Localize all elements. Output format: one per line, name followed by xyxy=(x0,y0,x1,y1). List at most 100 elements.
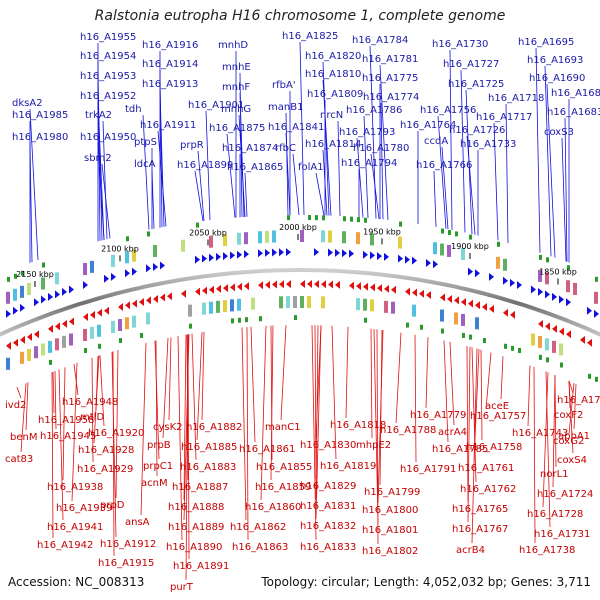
plus-feature-block xyxy=(461,247,465,260)
plus-gene-label: h16_A1914 xyxy=(142,59,198,70)
plus-strand-gene xyxy=(83,280,88,289)
minus-strand-gene xyxy=(300,280,305,288)
plus-strand-gene xyxy=(370,251,375,260)
minus-gene-label: h16_A1779 xyxy=(410,410,466,421)
plus-gene-label: h16_A1911 xyxy=(140,120,196,131)
minus-label-leader xyxy=(71,362,78,502)
minus-marker xyxy=(119,338,122,344)
minus-strand-gene xyxy=(265,280,270,289)
plus-label-leader xyxy=(194,170,204,222)
minus-label-leader xyxy=(443,340,449,443)
plus-gene-label: h16_A1809 xyxy=(307,89,363,100)
plus-feature-block xyxy=(538,269,542,282)
plus-strand-gene xyxy=(237,250,242,259)
minus-gene-label: h16_A1882 xyxy=(186,422,242,433)
plus-gene-label: mnhD xyxy=(218,40,248,51)
minus-label-leader xyxy=(168,337,172,421)
minus-strand-gene xyxy=(356,282,361,291)
minus-marker xyxy=(546,357,549,363)
minus-gene-label: h16_A1731 xyxy=(534,529,590,540)
minus-marker xyxy=(483,338,486,344)
plus-gene-label: h16_A1756 xyxy=(420,105,476,116)
minus-gene-label: h16_A1758 xyxy=(466,442,522,453)
minus-strand-gene xyxy=(13,338,18,347)
plus-strand-gene xyxy=(398,254,403,263)
minus-gene-label: h16_A1831 xyxy=(300,501,356,512)
plus-strand-gene xyxy=(286,248,291,257)
minus-gene-label: h16_A1942 xyxy=(37,540,93,551)
minus-gene-label: coxS4 xyxy=(557,455,587,466)
scale-tick-label: 2050 kbp xyxy=(189,229,227,238)
minus-strand-gene xyxy=(440,293,445,302)
minus-strand-gene xyxy=(223,284,228,293)
minus-strand-gene xyxy=(461,297,466,306)
minus-strand-gene xyxy=(202,286,207,295)
plus-feature-block xyxy=(90,260,94,273)
plus-label-leader xyxy=(102,120,108,240)
minus-strand-gene xyxy=(307,280,312,289)
plus-gene-label: h16_A1693 xyxy=(527,55,583,66)
minus-feature-block xyxy=(230,299,234,312)
plus-strand-gene xyxy=(230,251,235,260)
minus-label-leader xyxy=(573,383,577,430)
minus-label-leader xyxy=(191,333,197,461)
plus-label-leader xyxy=(546,83,556,258)
minus-strand-gene xyxy=(566,330,571,339)
minus-gene-label: h16_A1833 xyxy=(300,542,356,553)
minus-gene-label: h16_A1767 xyxy=(452,524,508,535)
plus-feature-block xyxy=(503,258,507,271)
minus-label-leader xyxy=(58,369,64,521)
minus-gene-label: h16_A1863 xyxy=(232,542,288,553)
minus-label-leader xyxy=(395,332,402,424)
minus-feature-block xyxy=(125,317,129,330)
minus-gene-label: ansA xyxy=(125,517,150,528)
plus-marker xyxy=(399,221,402,227)
minus-gene-label: h16_A1891 xyxy=(173,561,229,572)
plus-feature-block xyxy=(573,282,577,295)
minus-marker xyxy=(406,322,409,328)
plus-feature-block xyxy=(6,291,10,304)
minus-strand-gene xyxy=(160,293,165,302)
minus-label-leader xyxy=(155,340,158,477)
minus-strand-gene xyxy=(503,308,508,317)
plus-feature-block xyxy=(433,242,437,255)
topology-text: Topology: circular; Length: 4,052,032 bp… xyxy=(261,575,591,589)
plus-label-leader xyxy=(433,170,437,227)
plus-marker xyxy=(546,257,549,263)
plus-gene-label: ptpS xyxy=(134,137,157,148)
minus-gene-label: h16_A1885 xyxy=(181,442,237,453)
plus-feature-block xyxy=(83,262,87,275)
minus-gene-label: h16_A1830 xyxy=(300,440,356,451)
minus-gene-label: aceE xyxy=(485,401,509,412)
plus-strand-gene xyxy=(405,255,410,264)
minus-marker xyxy=(504,343,507,349)
plus-strand-gene xyxy=(545,290,550,299)
minus-marker xyxy=(245,317,248,323)
minus-gene-label: mtlD xyxy=(80,412,104,423)
minus-label-leader xyxy=(568,380,574,454)
minus-gene-label: h16_A1912 xyxy=(100,539,156,550)
minus-feature-block xyxy=(384,300,388,313)
plus-strand-gene xyxy=(104,274,109,283)
plus-gene-label: h16_A1875 xyxy=(209,123,265,134)
plus-feature-block xyxy=(55,272,59,285)
minus-strand-gene xyxy=(426,290,431,299)
plus-label-leader xyxy=(437,115,447,229)
plus-strand-gene xyxy=(244,250,249,259)
minus-strand-gene xyxy=(244,282,249,291)
plus-gene-label: h16_A1725 xyxy=(448,79,504,90)
plus-gene-label: rfbC xyxy=(275,143,296,154)
scale-tick-label: 2000 kbp xyxy=(279,223,317,232)
minus-strand-gene xyxy=(335,280,340,289)
plus-strand-gene xyxy=(258,249,263,258)
minus-gene-label: coxG2 xyxy=(553,436,584,447)
minus-marker xyxy=(238,317,241,323)
plus-gene-label: h16_A1916 xyxy=(142,40,198,51)
minus-strand-gene xyxy=(405,287,410,296)
minus-strand-gene xyxy=(27,332,32,341)
minus-label-leader xyxy=(280,325,287,421)
minus-feature-block xyxy=(391,301,395,314)
minus-feature-block xyxy=(41,343,45,356)
minus-feature-block xyxy=(538,335,542,348)
